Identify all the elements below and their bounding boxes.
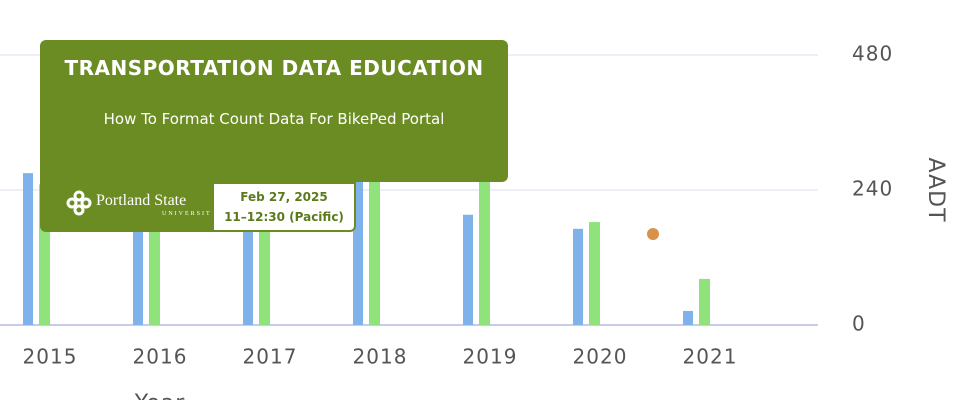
bar [369,167,380,325]
x-tick-label: 2016 [133,345,188,369]
org-sub: UNIVERSITY [162,211,218,217]
bar [699,278,710,325]
date: Feb 27, 2025 [240,190,328,204]
bar [353,156,363,325]
banner-subtitle: How To Format Count Data For BikePed Por… [103,110,445,128]
bar [573,228,583,325]
x-tick-label: 2020 [573,345,628,369]
bar [479,151,490,325]
bar [39,184,50,325]
org-name: Portland State [96,192,187,209]
bar [683,310,693,325]
x-tick-label: 2018 [353,345,408,369]
x-tick-label: 2017 [243,345,298,369]
x-axis-label: Year [134,391,186,400]
time: 11–12:30 (Pacific) [224,210,344,224]
bar [463,214,473,325]
bar [259,190,270,325]
banner-title: TRANSPORTATION DATA EDUCATION [64,56,484,80]
y-tick-label: 0 [852,312,866,336]
bar [23,173,33,325]
x-tick-label: 2021 [683,345,738,369]
date-box: Feb 27, 2025 11–12:30 (Pacific) [212,182,356,232]
bar [133,178,143,325]
x-tick-label: 2019 [463,345,518,369]
banner [40,40,508,182]
y-tick-label: 240 [852,177,893,201]
bar [243,184,253,325]
x-tick-label: 2015 [23,345,78,369]
y-axis-label: AADT [923,157,948,222]
bar [589,222,600,325]
logo-icon [66,190,92,216]
bar [149,190,160,325]
y-tick-label: 480 [852,42,893,66]
marker-dot [647,228,659,240]
